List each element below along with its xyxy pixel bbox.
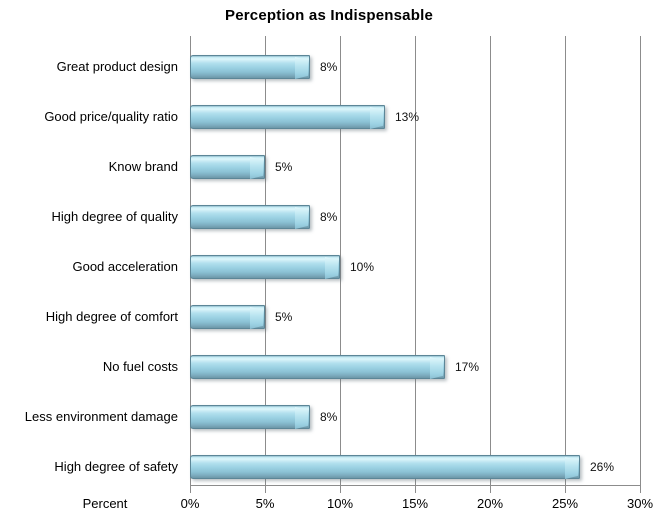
category-label: Know brand <box>108 159 178 174</box>
value-label: 8% <box>320 210 338 224</box>
axis-tickmark <box>190 486 191 493</box>
value-label: 5% <box>275 310 293 324</box>
x-tick-label: 0% <box>180 496 200 511</box>
bar-great-product-design <box>190 55 310 79</box>
gridline-20pct <box>490 36 491 486</box>
axis-tickmark <box>340 486 341 493</box>
bar-end-bevel <box>370 107 383 129</box>
value-label: 8% <box>320 60 338 74</box>
axis-tickmark <box>640 486 641 493</box>
value-label: 17% <box>455 360 480 374</box>
bar-know-brand <box>190 155 265 179</box>
bar-end-bevel <box>295 207 308 229</box>
x-tick-label: 25% <box>551 496 579 511</box>
bar-high-degree-of-quality <box>190 205 310 229</box>
bar-end-bevel <box>295 407 308 429</box>
category-label: Good price/quality ratio <box>44 109 178 124</box>
value-label: 10% <box>350 260 375 274</box>
x-tick-label: 5% <box>255 496 275 511</box>
chart-title: Perception as Indispensable <box>225 7 433 24</box>
value-label: 8% <box>320 410 338 424</box>
bar-good-price-quality-ratio <box>190 105 385 129</box>
axis-tickmark <box>565 486 566 493</box>
bar-high-degree-of-comfort <box>190 305 265 329</box>
bar-end-bevel <box>325 257 338 279</box>
axis-tickmark <box>490 486 491 493</box>
category-label: High degree of quality <box>51 209 178 224</box>
bar-end-bevel <box>430 357 443 379</box>
value-label: 5% <box>275 160 293 174</box>
x-tick-label: 10% <box>326 496 354 511</box>
x-axis-line <box>190 485 640 486</box>
category-label: High degree of comfort <box>45 309 178 324</box>
bar-end-bevel <box>565 457 578 479</box>
value-label: 26% <box>590 460 615 474</box>
axis-tickmark <box>265 486 266 493</box>
category-label: Less environment damage <box>24 409 178 424</box>
gridline-15pct <box>415 36 416 486</box>
gridline-30pct <box>640 36 641 486</box>
bar-good-acceleration <box>190 255 340 279</box>
value-label: 13% <box>395 110 420 124</box>
x-tick-label: 20% <box>476 496 504 511</box>
x-tick-label: 30% <box>626 496 654 511</box>
category-label: Great product design <box>56 59 178 74</box>
bar-end-bevel <box>250 157 263 179</box>
bar-high-degree-of-safety <box>190 455 580 479</box>
axis-tickmark <box>415 486 416 493</box>
bar-less-environment-damage <box>190 405 310 429</box>
x-axis-title: Percent <box>82 496 128 511</box>
bar-no-fuel-costs <box>190 355 445 379</box>
bar-end-bevel <box>250 307 263 329</box>
gridline-25pct <box>565 36 566 486</box>
category-label: High degree of safety <box>54 459 178 474</box>
category-label: No fuel costs <box>102 359 178 374</box>
gridline-10pct <box>340 36 341 486</box>
bar-end-bevel <box>295 57 308 79</box>
category-label: Good acceleration <box>72 259 178 274</box>
x-tick-label: 15% <box>401 496 429 511</box>
